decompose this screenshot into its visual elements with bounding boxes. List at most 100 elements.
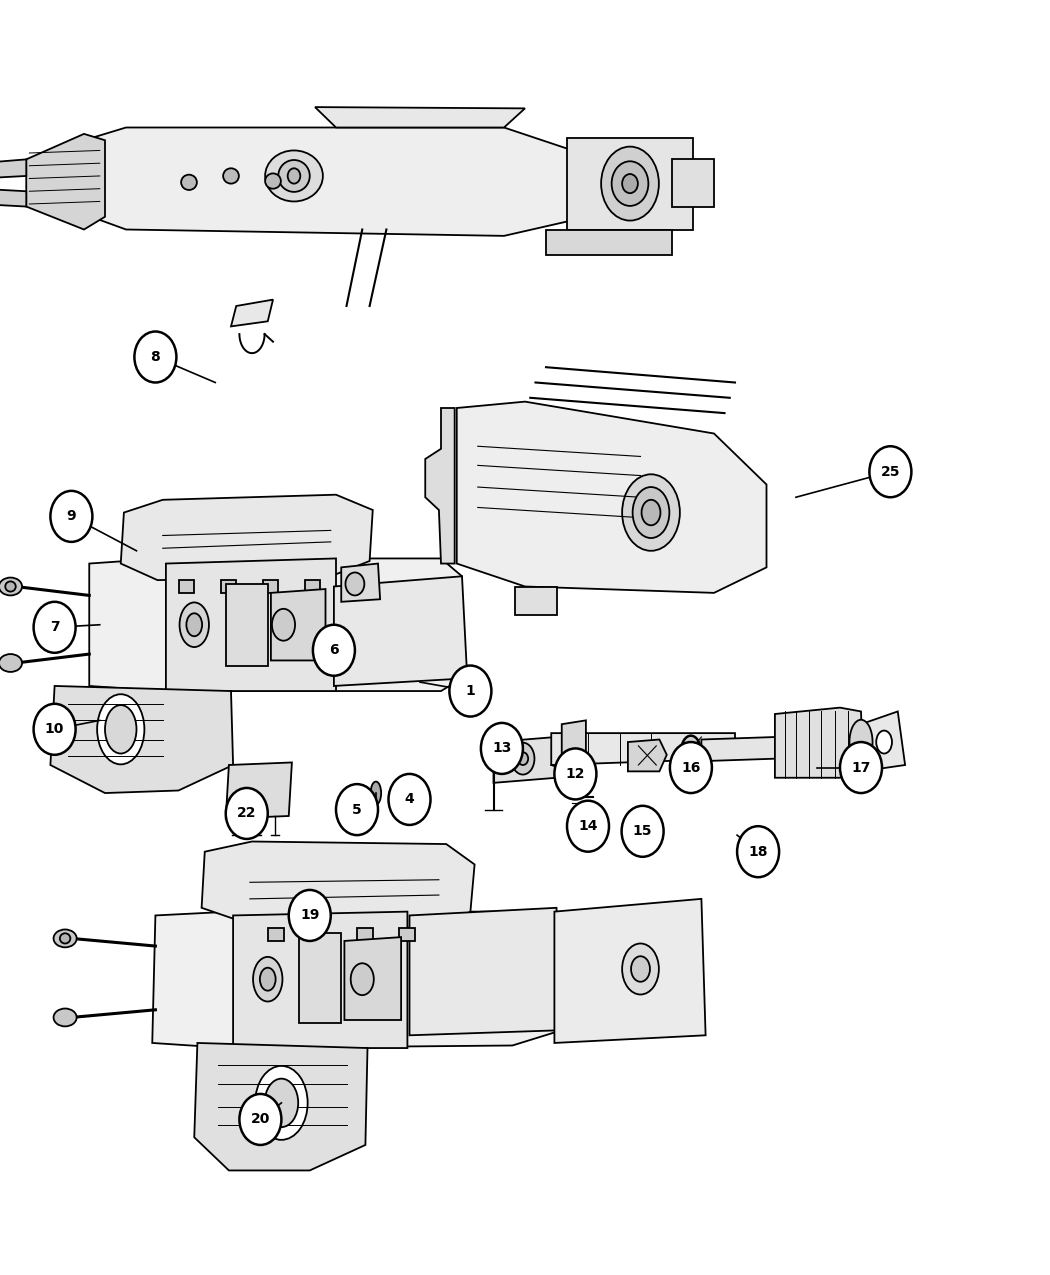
- Text: 5: 5: [352, 803, 362, 816]
- Ellipse shape: [518, 752, 528, 765]
- Polygon shape: [271, 589, 326, 660]
- Ellipse shape: [622, 474, 680, 551]
- Ellipse shape: [97, 694, 145, 764]
- Text: 16: 16: [681, 761, 700, 774]
- Polygon shape: [178, 580, 194, 593]
- Ellipse shape: [611, 161, 649, 205]
- Ellipse shape: [54, 1009, 77, 1026]
- Ellipse shape: [681, 736, 700, 764]
- Ellipse shape: [265, 150, 323, 201]
- Text: 12: 12: [566, 768, 585, 780]
- Circle shape: [388, 774, 430, 825]
- Ellipse shape: [0, 578, 22, 595]
- Polygon shape: [89, 558, 462, 691]
- Polygon shape: [861, 711, 905, 771]
- Ellipse shape: [253, 956, 282, 1002]
- Circle shape: [336, 784, 378, 835]
- Polygon shape: [628, 740, 667, 771]
- Ellipse shape: [511, 742, 534, 775]
- Circle shape: [622, 806, 664, 857]
- Text: 7: 7: [49, 621, 60, 634]
- Text: 14: 14: [579, 820, 597, 833]
- Circle shape: [567, 801, 609, 852]
- Polygon shape: [226, 584, 268, 666]
- Text: 15: 15: [633, 825, 652, 838]
- Text: 4: 4: [404, 793, 415, 806]
- Polygon shape: [0, 159, 26, 179]
- Text: 6: 6: [329, 644, 339, 657]
- Polygon shape: [457, 402, 766, 593]
- Polygon shape: [152, 912, 562, 1048]
- Circle shape: [226, 788, 268, 839]
- Polygon shape: [166, 558, 336, 691]
- Polygon shape: [357, 928, 373, 941]
- Polygon shape: [554, 899, 706, 1043]
- Polygon shape: [341, 564, 380, 602]
- Ellipse shape: [413, 776, 423, 799]
- Circle shape: [554, 748, 596, 799]
- Polygon shape: [233, 912, 407, 1048]
- Ellipse shape: [265, 1079, 298, 1127]
- Circle shape: [869, 446, 911, 497]
- Circle shape: [840, 742, 882, 793]
- Ellipse shape: [288, 168, 300, 184]
- Polygon shape: [344, 937, 401, 1020]
- Ellipse shape: [187, 613, 202, 636]
- Ellipse shape: [181, 175, 197, 190]
- Ellipse shape: [622, 173, 638, 193]
- Ellipse shape: [278, 161, 310, 193]
- Polygon shape: [304, 580, 320, 593]
- Polygon shape: [262, 580, 278, 593]
- Ellipse shape: [631, 956, 650, 982]
- Polygon shape: [494, 737, 556, 783]
- Text: 20: 20: [251, 1113, 270, 1126]
- Circle shape: [239, 1094, 281, 1145]
- Polygon shape: [562, 720, 586, 775]
- Text: 9: 9: [66, 510, 77, 523]
- Polygon shape: [672, 159, 714, 207]
- Ellipse shape: [260, 968, 275, 991]
- Text: 22: 22: [237, 807, 256, 820]
- Text: 17: 17: [852, 761, 870, 774]
- Circle shape: [34, 704, 76, 755]
- Text: 1: 1: [465, 685, 476, 697]
- Polygon shape: [50, 686, 233, 793]
- Polygon shape: [425, 408, 455, 564]
- Polygon shape: [26, 134, 105, 230]
- Text: 13: 13: [492, 742, 511, 755]
- Polygon shape: [194, 1043, 368, 1170]
- Polygon shape: [514, 586, 556, 615]
- Ellipse shape: [371, 782, 381, 805]
- Ellipse shape: [5, 581, 16, 592]
- Circle shape: [670, 742, 712, 793]
- Circle shape: [134, 332, 176, 382]
- Text: 8: 8: [150, 351, 161, 363]
- Polygon shape: [0, 189, 26, 207]
- Ellipse shape: [265, 173, 281, 189]
- Polygon shape: [226, 762, 292, 819]
- Polygon shape: [121, 495, 373, 580]
- Circle shape: [50, 491, 92, 542]
- Ellipse shape: [105, 705, 136, 754]
- Circle shape: [34, 602, 76, 653]
- Ellipse shape: [60, 933, 70, 944]
- Ellipse shape: [622, 944, 659, 994]
- Text: 18: 18: [749, 845, 768, 858]
- Circle shape: [737, 826, 779, 877]
- Polygon shape: [310, 928, 326, 941]
- Ellipse shape: [345, 572, 364, 595]
- Polygon shape: [63, 128, 588, 236]
- Polygon shape: [567, 138, 693, 230]
- Ellipse shape: [849, 719, 873, 765]
- Polygon shape: [551, 733, 735, 765]
- Polygon shape: [334, 576, 467, 686]
- Text: 10: 10: [45, 723, 64, 736]
- Text: 19: 19: [300, 909, 319, 922]
- Polygon shape: [268, 928, 284, 941]
- Polygon shape: [231, 300, 273, 326]
- Ellipse shape: [642, 500, 660, 525]
- Polygon shape: [299, 933, 341, 1023]
- Ellipse shape: [632, 487, 670, 538]
- Circle shape: [449, 666, 491, 717]
- Polygon shape: [775, 708, 863, 778]
